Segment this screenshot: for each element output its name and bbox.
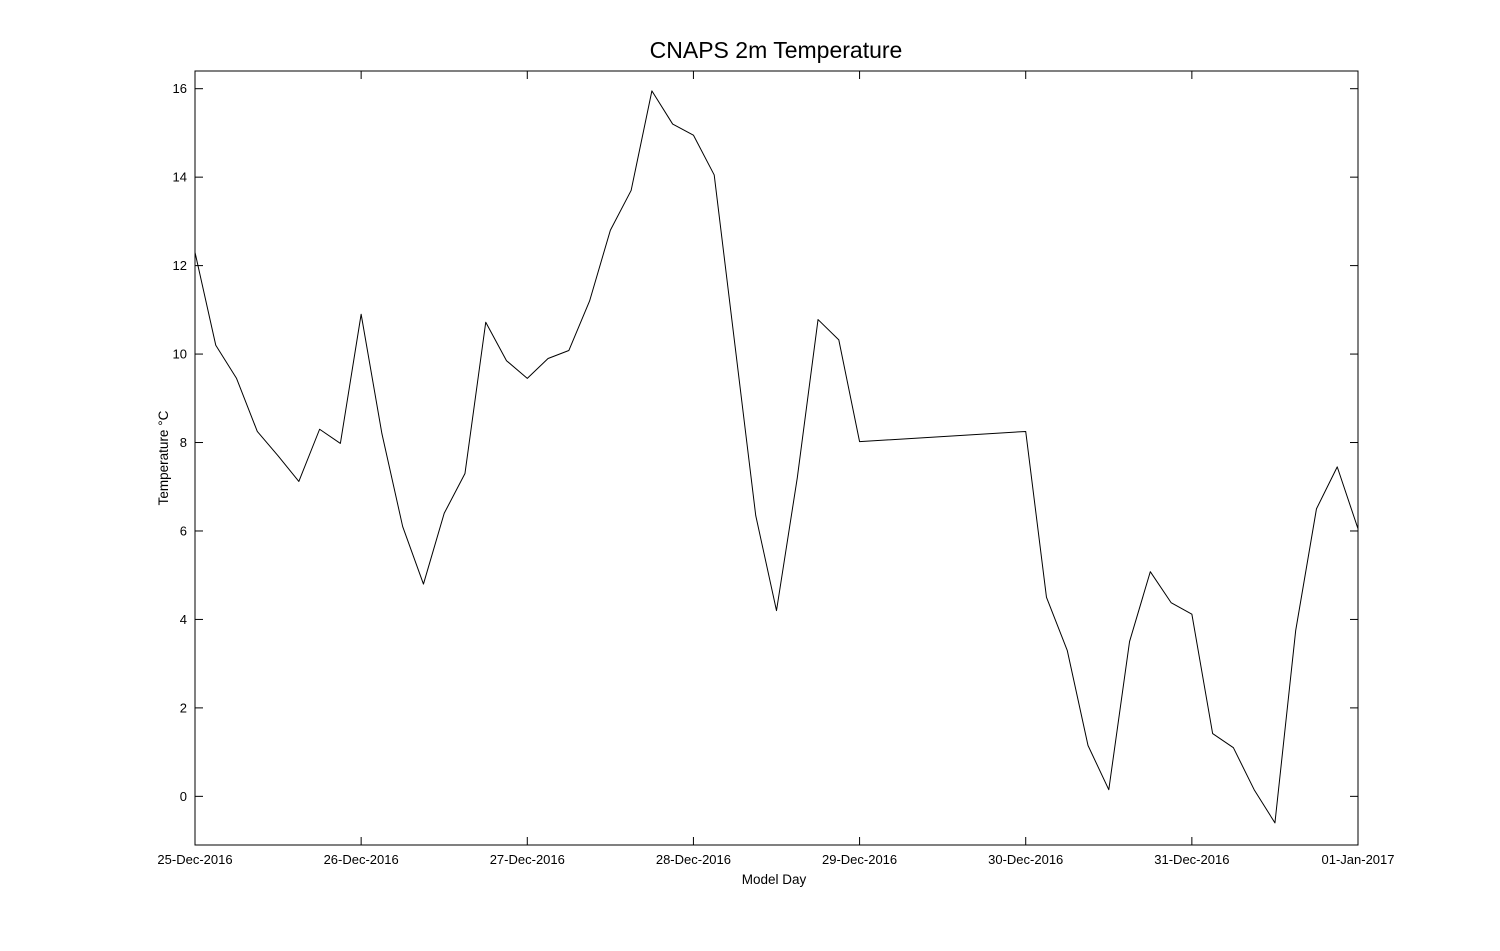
x-axis-label: Model Day (742, 872, 807, 887)
x-tick-label: 25-Dec-2016 (157, 852, 232, 867)
plot-frame (194, 70, 1359, 846)
x-tick-label: 28-Dec-2016 (656, 852, 731, 867)
y-tick-label: 0 (180, 789, 187, 804)
y-tick-label: 2 (180, 700, 187, 715)
y-tick-label: 16 (173, 81, 187, 96)
x-tick-label: 29-Dec-2016 (822, 852, 897, 867)
axis-ticks (194, 71, 1359, 845)
y-tick-label: 6 (180, 523, 187, 538)
x-tick-label: 30-Dec-2016 (988, 852, 1063, 867)
x-tick-labels: 25-Dec-2016 26-Dec-2016 27-Dec-2016 28-Dec-… (157, 852, 1394, 867)
x-tick-label: 26-Dec-2016 (324, 852, 399, 867)
y-axis-label: Temperature °C (156, 410, 171, 505)
y-tick-labels: 0 2 4 6 8 10 12 14 16 (173, 81, 187, 804)
y-tick-label: 10 (173, 347, 187, 362)
x-tick-label: 27-Dec-2016 (490, 852, 565, 867)
y-tick-label: 12 (173, 258, 187, 273)
temperature-series-line (194, 90, 1359, 824)
x-tick-label: 01-Jan-2017 (1322, 852, 1395, 867)
y-tick-label: 4 (180, 612, 187, 627)
y-tick-label: 14 (173, 170, 187, 185)
x-tick-label: 31-Dec-2016 (1154, 852, 1229, 867)
y-tick-label: 8 (180, 435, 187, 450)
chart-title: CNAPS 2m Temperature (650, 37, 903, 63)
